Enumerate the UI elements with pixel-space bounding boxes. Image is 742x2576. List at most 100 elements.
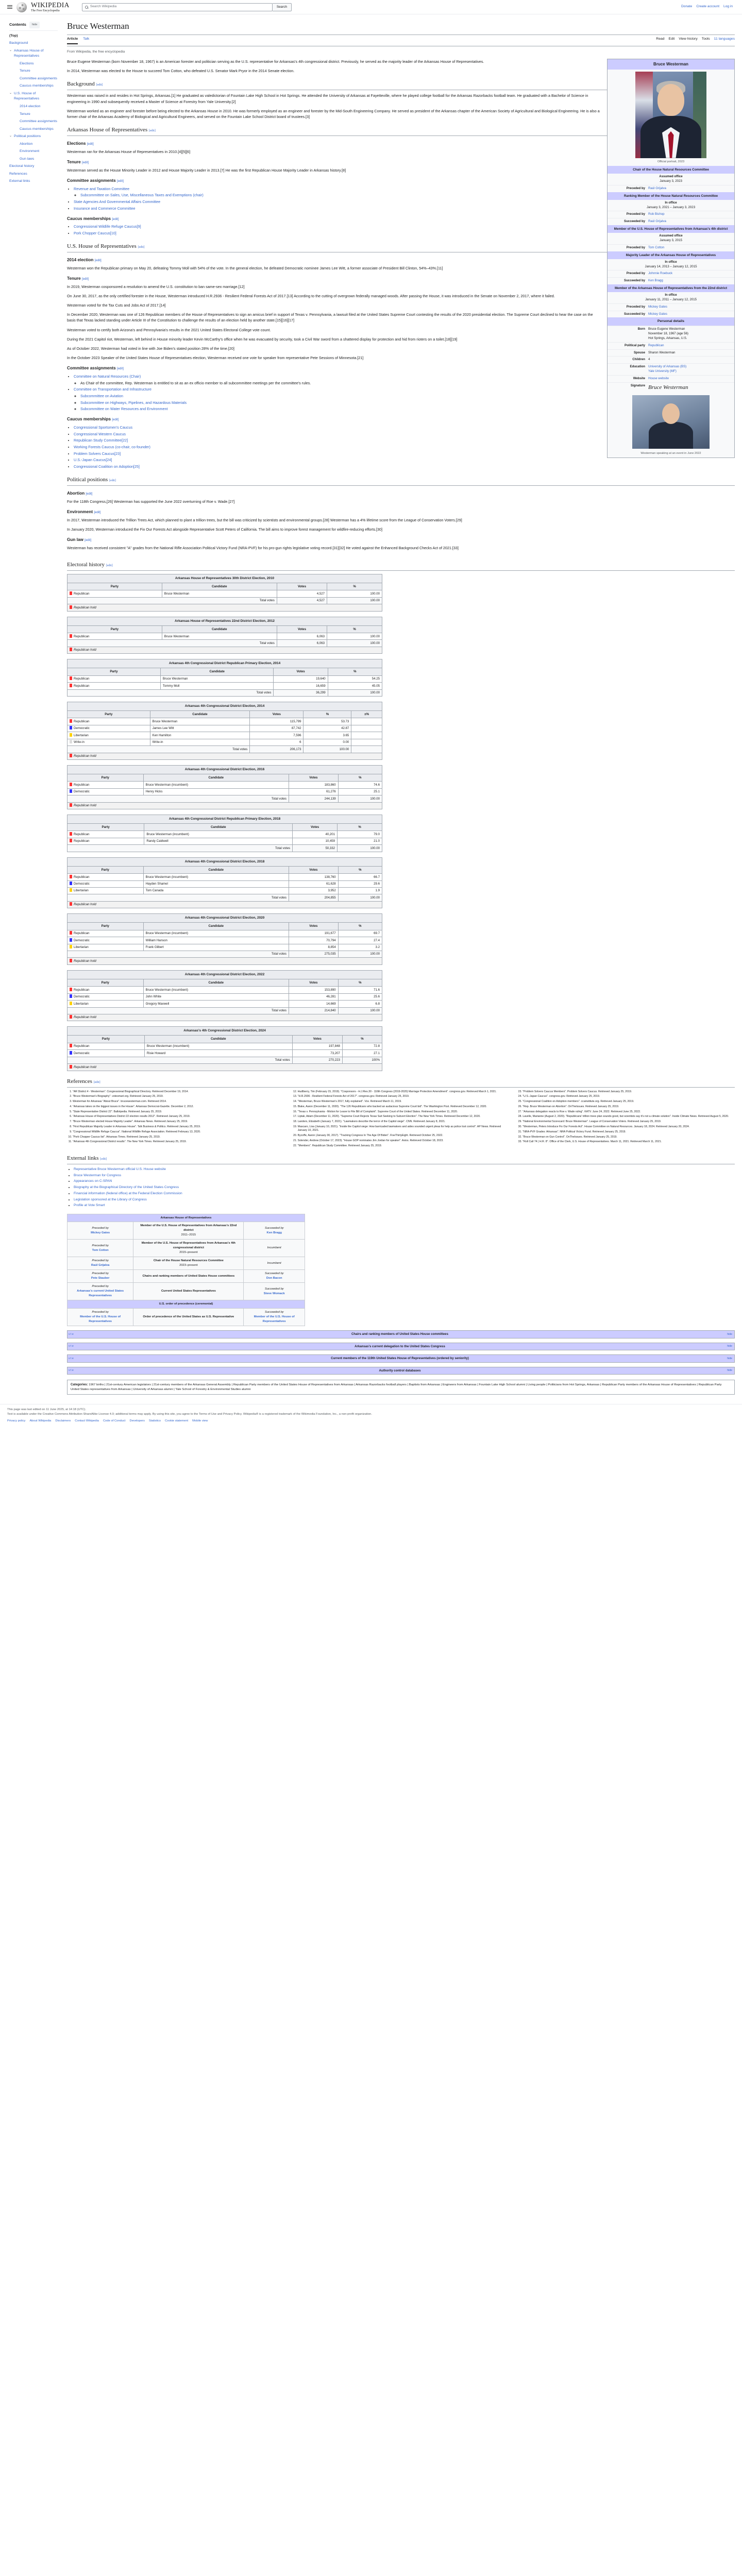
candidate-cell[interactable]: Bruce Westerman (incumbent) xyxy=(143,781,289,789)
candidate-cell[interactable]: Bruce Westerman xyxy=(160,675,274,683)
reference-item[interactable]: "Pork Chopper Caucus list". Arkansas Tim… xyxy=(73,1136,285,1139)
preceded-by-cell[interactable]: Preceded by Mickey Gates xyxy=(66,1222,134,1240)
external-link-item[interactable]: Profile at Vote Smart xyxy=(74,1203,735,1208)
reference-item[interactable]: "Congressional Coalition on Adoption mem… xyxy=(522,1100,735,1104)
external-link-item[interactable]: Representative Bruce Westerman official … xyxy=(74,1167,735,1172)
candidate-cell[interactable]: Bruce Westerman xyxy=(161,632,277,640)
footer-link[interactable]: Code of Conduct xyxy=(103,1419,126,1423)
reference-item[interactable]: "H.R.2936 - Resilient Federal Forests Ac… xyxy=(298,1095,510,1098)
order-right-cell[interactable]: Succeeded by Don Bacon xyxy=(243,1269,305,1283)
reference-item[interactable]: Landers, Elizabeth (January 7, 2021). "L… xyxy=(298,1120,510,1124)
reference-item[interactable]: "Arkansas 4th Congressional District res… xyxy=(73,1140,285,1144)
education-value[interactable]: University of Arkansas (BS) Yale Univers… xyxy=(648,365,687,374)
chevron-down-icon[interactable]: ⌄ xyxy=(9,134,12,138)
edit-link[interactable]: [edit] xyxy=(81,278,89,281)
reference-item[interactable]: "Arkansas House of Representatives Distr… xyxy=(73,1115,285,1118)
office-suc-value-4[interactable]: Mickey Gates xyxy=(648,312,667,316)
preceded-by-cell[interactable]: Preceded by Tom Cotton xyxy=(66,1239,134,1258)
candidate-cell[interactable]: Bruce Westerman (incumbent) xyxy=(144,831,293,838)
chevron-down-icon[interactable]: ⌄ xyxy=(9,48,12,52)
edit-link[interactable]: [edit] xyxy=(138,246,145,249)
reference-item[interactable]: Bycoffe, Aaron (January 30, 2017). "Trac… xyxy=(298,1134,510,1138)
vde-links[interactable]: v t e xyxy=(69,1345,74,1348)
edit-link[interactable]: [edit] xyxy=(85,539,92,543)
edit-link[interactable]: [edit] xyxy=(94,259,102,263)
footer-link[interactable]: Mobile view xyxy=(192,1419,208,1423)
succeeded-by-cell[interactable]: Incumbent xyxy=(243,1257,305,1270)
reference-item[interactable]: "Rep. Bruce Westerman on Abortion". OnTh… xyxy=(522,1105,735,1109)
edit-link[interactable]: [edit] xyxy=(94,511,101,515)
reference-item[interactable]: "Westerman, Bruce Westerman's 2017, full… xyxy=(298,1100,510,1104)
footer-link[interactable]: About Wikipedia xyxy=(29,1419,52,1423)
footer-link[interactable]: Developers xyxy=(129,1419,145,1423)
toc-hide-button[interactable]: hide xyxy=(29,22,40,28)
succeeded-by-cell[interactable]: Incumbent xyxy=(243,1239,305,1258)
reference-item[interactable]: Liptak, Adam (December 11, 2020). "Supre… xyxy=(298,1115,510,1118)
edit-link[interactable]: [edit] xyxy=(112,418,119,422)
navbox-hide-button[interactable]: hide xyxy=(727,1369,732,1372)
tab-talk[interactable]: Talk xyxy=(83,37,90,41)
vde-links[interactable]: v t e xyxy=(69,1357,74,1360)
action-view-history[interactable]: View history xyxy=(679,37,698,41)
reference-item[interactable]: "Texas v. Pennsylvania - Motion for Leav… xyxy=(298,1110,510,1114)
party-value[interactable]: Republican xyxy=(648,343,664,347)
office-pre-value-3[interactable]: Johnnie Roebuck xyxy=(648,272,673,276)
candidate-cell[interactable]: James Lee Witt xyxy=(149,724,250,733)
action-read[interactable]: Read xyxy=(656,37,665,41)
precedence-left-cell[interactable]: Preceded by Member of the U.S. House of R… xyxy=(66,1308,134,1327)
tab-article[interactable]: Article xyxy=(67,37,78,44)
donate-link[interactable]: Donate xyxy=(681,5,693,9)
reference-item[interactable]: "Roll Call 74 | H.R. 8". Office of the C… xyxy=(522,1140,735,1144)
chevron-down-icon[interactable]: ⌄ xyxy=(9,91,12,95)
order-right-cell[interactable]: Succeeded by Steve Womack xyxy=(243,1282,305,1301)
candidate-cell[interactable]: Bruce Westerman (incumbent) xyxy=(144,1042,293,1050)
toc-item-arkansas-house[interactable]: ⌄ Arkansas House of Representatives xyxy=(9,48,44,58)
edit-link[interactable]: [edit] xyxy=(116,179,124,183)
candidate-cell[interactable]: Ken Hamilton xyxy=(149,732,250,739)
candidate-cell[interactable]: Bruce Westerman xyxy=(149,718,250,725)
edit-link[interactable]: [edit] xyxy=(100,1157,107,1161)
candidate-cell[interactable]: Randy Caldwell xyxy=(144,837,293,845)
candidate-cell[interactable]: Risie Howard xyxy=(144,1049,293,1057)
website-value[interactable]: House website xyxy=(648,376,669,380)
external-link-item[interactable]: Bruce Westerman for Congress xyxy=(74,1173,735,1178)
reference-item[interactable]: "Problem Solvers Caucus Members". Proble… xyxy=(522,1090,735,1094)
reference-item[interactable]: "Bruce Westerman's Biography". votesmart… xyxy=(73,1095,285,1098)
toc-item-political-positions[interactable]: ⌄ Political positions xyxy=(9,134,41,139)
reference-item[interactable]: Lavelle, Marianne (August 2, 2020). "Rep… xyxy=(522,1115,735,1118)
order-left-cell[interactable]: Preceded by Arkansas's current United Sta… xyxy=(66,1282,134,1301)
reference-item[interactable]: "Bruce Westerman elected House Majority … xyxy=(73,1120,285,1124)
external-link-item[interactable]: Financial information (federal office) a… xyxy=(74,1191,735,1196)
search-input[interactable]: Search Wikipedia xyxy=(81,3,273,11)
edit-link[interactable]: [edit] xyxy=(106,564,113,567)
succeeded-by-cell[interactable]: Succeeded by Ken Bragg xyxy=(243,1222,305,1240)
edit-link[interactable]: [edit] xyxy=(96,83,103,87)
candidate-cell[interactable]: Tommy Moll xyxy=(160,682,274,690)
toc-item-top[interactable]: (Top) xyxy=(9,33,18,38)
navbox-hide-button[interactable]: hide xyxy=(727,1357,732,1360)
wikipedia-globe-logo[interactable] xyxy=(16,2,27,12)
external-link-item[interactable]: Biography at the Biographical Directory … xyxy=(74,1185,735,1190)
menu-icon[interactable] xyxy=(7,4,12,10)
candidate-cell[interactable]: Henry Hicks xyxy=(143,788,289,796)
categories-items[interactable]: 1967 births | 21st-century American legi… xyxy=(71,1383,722,1392)
reference-item[interactable]: "National Environmental Scorecard: Bruce… xyxy=(522,1120,735,1124)
search-button[interactable]: Search xyxy=(272,3,292,11)
reference-item[interactable]: Solender, Andrew (October 17, 2023). "Ho… xyxy=(298,1139,510,1143)
reference-item[interactable]: Westerman for Arkansas "About Bruce". br… xyxy=(73,1100,285,1104)
candidate-cell[interactable]: William Hanson xyxy=(143,937,289,944)
reference-item[interactable]: "State Representative District 22". Ball… xyxy=(73,1110,285,1114)
candidate-cell[interactable]: Gregory Maxwell xyxy=(143,1000,289,1008)
office-suc-value-1[interactable]: Raúl Grijalva xyxy=(648,219,666,224)
edit-link[interactable]: [edit] xyxy=(93,1080,100,1084)
reference-item[interactable]: "Arkansas delegation reacts to Roe v. Wa… xyxy=(522,1110,735,1114)
footer-link[interactable]: Statistics xyxy=(148,1419,161,1423)
reference-item[interactable]: "Arkansas takes on the biggest issues in… xyxy=(73,1105,285,1109)
external-link-item[interactable]: Appearances on C-SPAN xyxy=(74,1179,735,1184)
office-suc-value-3[interactable]: Ken Bragg xyxy=(648,279,663,283)
precedence-right-cell[interactable]: Succeeded by Member of the U.S. House of … xyxy=(243,1308,305,1327)
candidate-cell[interactable]: John White xyxy=(143,993,289,1001)
candidate-cell[interactable]: Hayden Shamel xyxy=(143,880,289,888)
edit-link[interactable]: [edit] xyxy=(109,479,116,483)
candidate-cell[interactable]: Bruce Westerman (incumbent) xyxy=(143,929,289,938)
